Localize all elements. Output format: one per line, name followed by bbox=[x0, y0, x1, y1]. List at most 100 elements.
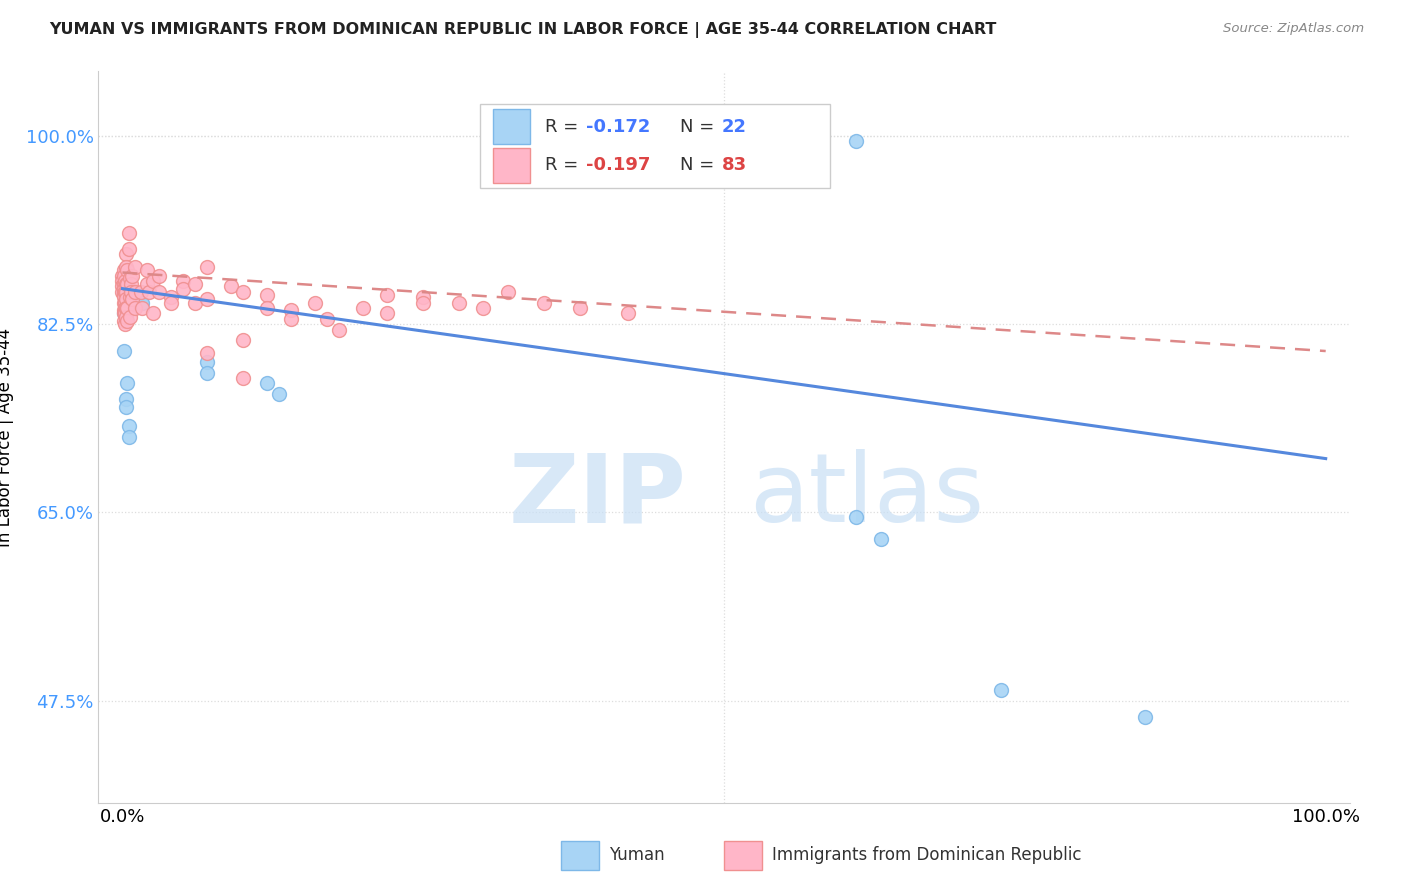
Point bbox=[195, 260, 218, 274]
Point bbox=[352, 301, 374, 315]
Point bbox=[114, 306, 136, 320]
Text: atlas: atlas bbox=[749, 449, 984, 542]
Text: R =: R = bbox=[546, 156, 583, 175]
Point bbox=[115, 301, 138, 315]
Point bbox=[117, 277, 139, 292]
Point bbox=[114, 301, 136, 315]
Point bbox=[219, 279, 242, 293]
Text: 83: 83 bbox=[721, 156, 747, 175]
Point bbox=[112, 290, 135, 304]
Point bbox=[568, 301, 591, 315]
Point bbox=[117, 263, 139, 277]
Point bbox=[114, 317, 136, 331]
Point bbox=[112, 306, 135, 320]
Point bbox=[112, 306, 135, 320]
Point bbox=[117, 314, 139, 328]
Point bbox=[375, 306, 398, 320]
Point bbox=[232, 333, 254, 347]
Point bbox=[183, 277, 205, 292]
Point bbox=[256, 301, 278, 315]
Point bbox=[111, 285, 134, 299]
Point bbox=[115, 285, 138, 299]
Point bbox=[232, 371, 254, 385]
Point bbox=[115, 311, 138, 326]
Text: R =: R = bbox=[546, 118, 583, 136]
Point bbox=[129, 295, 152, 310]
Text: Immigrants from Dominican Republic: Immigrants from Dominican Republic bbox=[772, 847, 1081, 864]
Point bbox=[114, 274, 136, 288]
FancyBboxPatch shape bbox=[492, 148, 530, 183]
Point bbox=[112, 263, 135, 277]
Point bbox=[117, 376, 139, 391]
Text: N =: N = bbox=[681, 118, 720, 136]
FancyBboxPatch shape bbox=[724, 841, 762, 870]
Point bbox=[112, 314, 135, 328]
Point bbox=[256, 376, 278, 391]
Point bbox=[111, 279, 134, 293]
Point bbox=[115, 260, 138, 274]
Point bbox=[496, 285, 519, 299]
Point bbox=[304, 295, 326, 310]
Text: -0.172: -0.172 bbox=[586, 118, 651, 136]
Point bbox=[135, 277, 157, 292]
Point bbox=[117, 430, 139, 444]
Point bbox=[121, 268, 143, 283]
Point bbox=[114, 285, 136, 299]
Point bbox=[112, 295, 135, 310]
Point bbox=[449, 295, 471, 310]
Point bbox=[112, 268, 135, 283]
Point bbox=[845, 509, 868, 524]
Point bbox=[568, 128, 591, 143]
Point bbox=[195, 355, 218, 369]
Point bbox=[183, 295, 205, 310]
Point bbox=[472, 301, 495, 315]
Point bbox=[328, 322, 350, 336]
Point bbox=[135, 263, 157, 277]
Point bbox=[375, 288, 398, 302]
Point bbox=[138, 285, 160, 299]
Point bbox=[131, 295, 153, 310]
Text: Source: ZipAtlas.com: Source: ZipAtlas.com bbox=[1223, 22, 1364, 36]
Text: ZIP: ZIP bbox=[509, 449, 686, 542]
Point bbox=[111, 268, 134, 283]
Point bbox=[845, 134, 868, 148]
Point bbox=[280, 303, 302, 318]
Point bbox=[412, 290, 434, 304]
Point bbox=[142, 274, 165, 288]
Point bbox=[142, 306, 165, 320]
Point bbox=[115, 277, 138, 292]
Point bbox=[267, 387, 290, 401]
Point bbox=[112, 344, 135, 359]
Point bbox=[112, 303, 135, 318]
Point bbox=[159, 295, 181, 310]
Point bbox=[148, 268, 170, 283]
Point bbox=[533, 295, 555, 310]
Text: YUMAN VS IMMIGRANTS FROM DOMINICAN REPUBLIC IN LABOR FORCE | AGE 35-44 CORRELATI: YUMAN VS IMMIGRANTS FROM DOMINICAN REPUB… bbox=[49, 22, 997, 38]
Point bbox=[112, 277, 135, 292]
Text: -0.197: -0.197 bbox=[586, 156, 651, 175]
Point bbox=[148, 285, 170, 299]
Point bbox=[131, 301, 153, 315]
Point bbox=[115, 247, 138, 261]
Point bbox=[195, 346, 218, 360]
FancyBboxPatch shape bbox=[561, 841, 599, 870]
Point bbox=[112, 282, 135, 296]
Point bbox=[533, 128, 555, 143]
Point bbox=[159, 290, 181, 304]
Point bbox=[118, 310, 141, 324]
Text: N =: N = bbox=[681, 156, 720, 175]
Point bbox=[115, 400, 138, 414]
Y-axis label: In Labor Force | Age 35-44: In Labor Force | Age 35-44 bbox=[0, 327, 14, 547]
Point bbox=[117, 419, 139, 434]
Point bbox=[195, 366, 218, 380]
Point bbox=[617, 306, 640, 320]
Point bbox=[412, 295, 434, 310]
Point bbox=[121, 293, 143, 307]
Point bbox=[129, 285, 152, 299]
Point bbox=[117, 301, 139, 315]
Point bbox=[124, 260, 146, 274]
Point bbox=[124, 301, 146, 315]
Point bbox=[120, 277, 142, 292]
Point bbox=[112, 285, 135, 300]
Point bbox=[115, 392, 138, 407]
